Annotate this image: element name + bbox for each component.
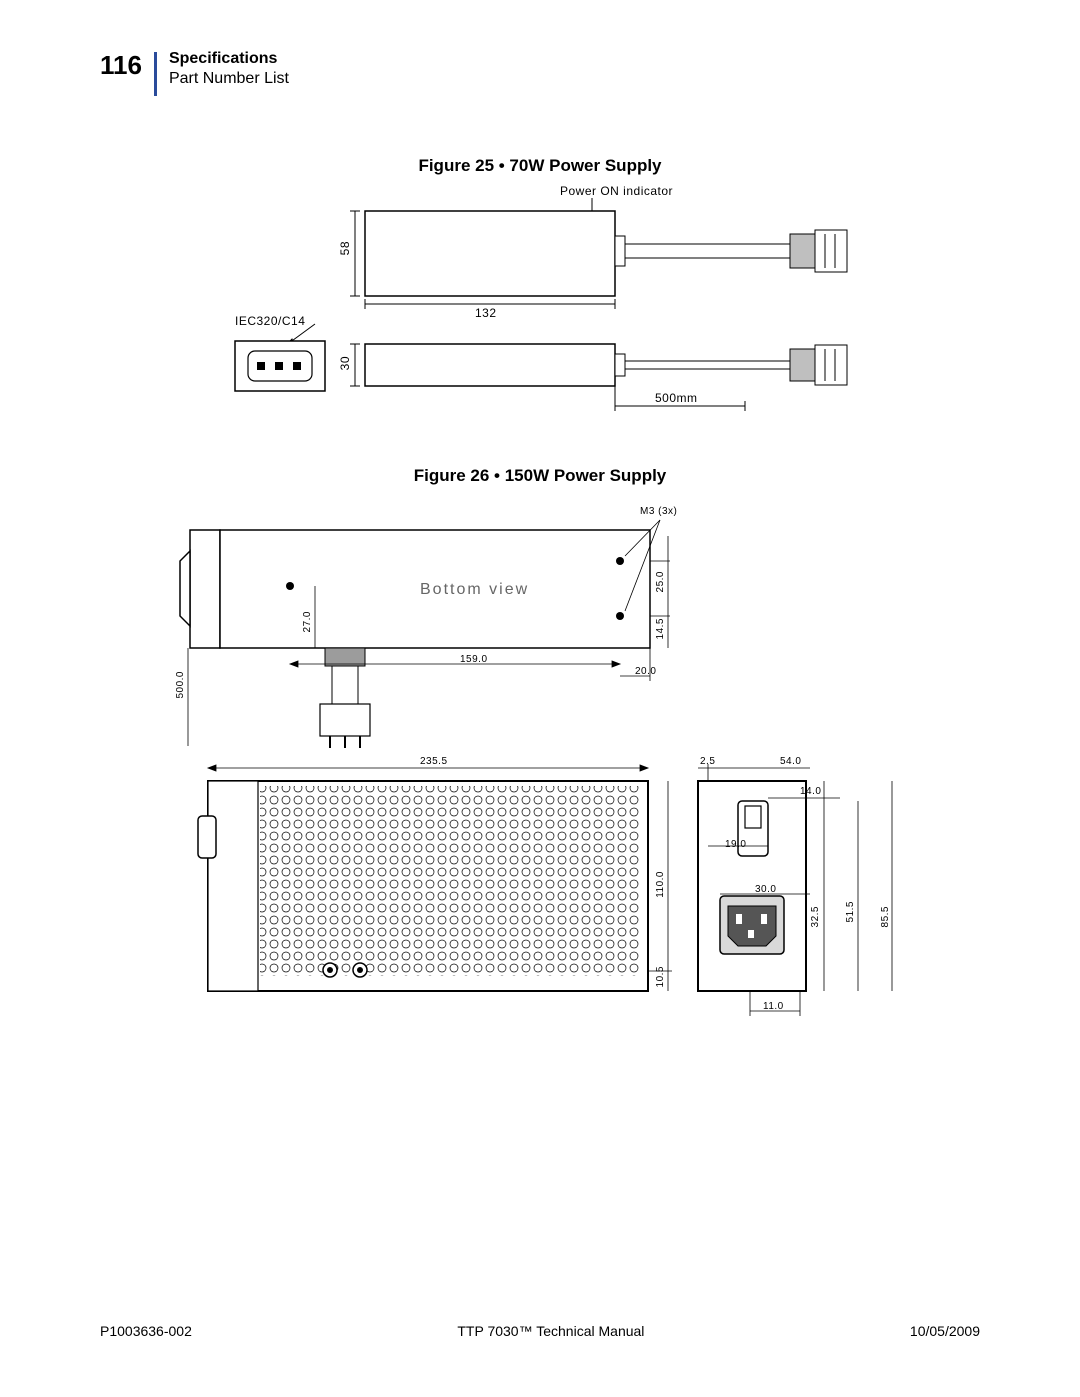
footer-right: 10/05/2009 (910, 1323, 980, 1339)
figure-26-caption: Figure 26 • 150W Power Supply (100, 466, 980, 486)
label-132: 132 (475, 306, 497, 320)
label-m3: M3 (3x) (640, 506, 677, 517)
label-30: 30 (338, 356, 352, 370)
figure-26-diagram: Bottom view M3 (3x) 159.0 27.0 25.0 14.5… (160, 506, 920, 1066)
label-58: 58 (338, 241, 352, 255)
label-159: 159.0 (460, 654, 488, 665)
label-235: 235.5 (420, 756, 448, 767)
label-14-5: 14.5 (655, 618, 666, 639)
label-27: 27.0 (302, 611, 313, 632)
section-title: Specifications (169, 50, 289, 68)
label-bottom-view: Bottom view (420, 581, 529, 599)
label-30: 30.0 (755, 884, 776, 895)
label-20: 20.0 (635, 666, 656, 677)
label-25: 25.0 (655, 571, 666, 592)
label-19: 19.0 (725, 839, 746, 850)
label-500mm: 500mm (655, 391, 698, 405)
label-85-5: 85.5 (880, 906, 891, 927)
subsection-title: Part Number List (169, 70, 289, 88)
label-2-5: 2.5 (700, 756, 715, 767)
label-10-5: 10.5 (655, 966, 666, 987)
label-iec: IEC320/C14 (235, 314, 305, 328)
label-14: 14.0 (800, 786, 821, 797)
label-54: 54.0 (780, 756, 801, 767)
label-51-5: 51.5 (845, 901, 856, 922)
page-number: 116 (100, 50, 142, 81)
label-power-on: Power ON indicator (560, 184, 673, 198)
label-500: 500.0 (175, 671, 186, 699)
page-footer: P1003636-002 TTP 7030™ Technical Manual … (100, 1323, 980, 1339)
header-divider (154, 52, 157, 96)
label-11: 11.0 (763, 1001, 784, 1012)
page-header: 116 Specifications Part Number List (100, 50, 980, 96)
footer-left: P1003636-002 (100, 1323, 192, 1339)
label-32-5: 32.5 (810, 906, 821, 927)
figure-25-caption: Figure 25 • 70W Power Supply (100, 156, 980, 176)
figure-25-diagram: Power ON indicator IEC320/C14 58 132 30 … (180, 186, 900, 446)
footer-center: TTP 7030™ Technical Manual (457, 1323, 644, 1339)
label-110: 110.0 (655, 871, 666, 898)
